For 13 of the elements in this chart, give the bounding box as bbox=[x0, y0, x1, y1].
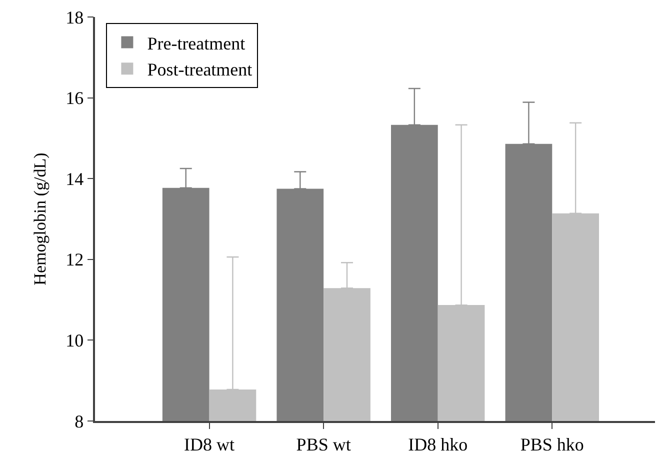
legend-label: Pre-treatment bbox=[147, 33, 246, 54]
x-tick-label: ID8 wt bbox=[184, 434, 235, 454]
x-tick-label: PBS wt bbox=[296, 434, 351, 454]
y-axis-title: Hemoglobin (g/dL) bbox=[30, 152, 50, 286]
legend-label: Post-treatment bbox=[147, 60, 252, 80]
x-tick-label: ID8 hko bbox=[408, 434, 468, 454]
y-tick-label: 10 bbox=[66, 330, 84, 350]
y-tick-label: 14 bbox=[66, 168, 84, 189]
y-tick-label: 8 bbox=[74, 411, 84, 432]
y-tick-label: 16 bbox=[66, 88, 84, 108]
y-tick-label: 18 bbox=[66, 7, 84, 28]
y-tick-label: 12 bbox=[66, 250, 84, 270]
x-tick-label: PBS hko bbox=[520, 434, 584, 454]
